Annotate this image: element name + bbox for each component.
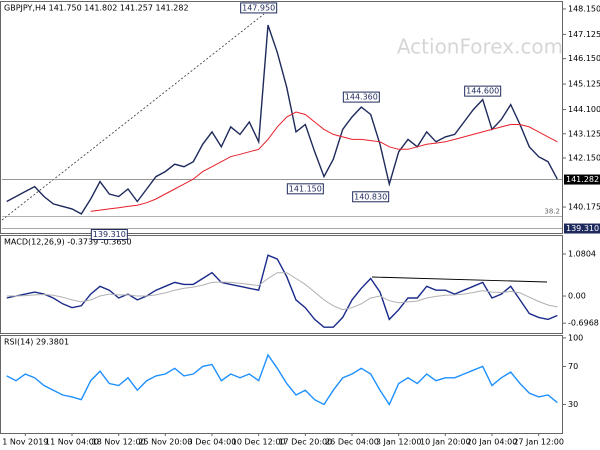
x-tick-label: 1 Nov 2019 (2, 438, 48, 447)
annotation-box (342, 91, 380, 103)
x-tick-label: 10 Dec 12:00 (232, 438, 286, 447)
rsi-title: RSI(14) 29.3801 (4, 338, 69, 347)
x-tick-label: 26 Dec 04:00 (325, 438, 379, 447)
annotation-box (352, 191, 390, 203)
series-line (6, 254, 558, 328)
price-panel (0, 1, 563, 234)
y-tick-label: 147.125 (568, 30, 600, 39)
level-label: 139.310 (566, 224, 599, 233)
y-tick-label: 148.150 (568, 4, 600, 13)
annotation-label: 144.360 (345, 93, 378, 102)
y-tick-label: 140.175 (568, 203, 600, 212)
annotation-box (286, 183, 324, 195)
y-tick-label: 143.125 (568, 129, 600, 138)
level-tag (564, 223, 600, 234)
y-tick-label: 145.125 (568, 80, 600, 89)
x-tick-label: 25 Nov 20:00 (138, 438, 192, 447)
series-line (6, 272, 558, 311)
y-tick-label: -0.6968 (568, 319, 599, 328)
annotation-label: 141.150 (289, 184, 322, 193)
y-tick-label: 142.150 (568, 153, 600, 162)
x-tick-label: 18 Nov 12:00 (92, 438, 146, 447)
y-tick-label: 30 (568, 400, 578, 409)
watermark: ActionForex.com (397, 35, 563, 59)
x-tick-label: 17 Dec 20:00 (278, 438, 332, 447)
x-tick-label: 10 Jan 20:00 (420, 438, 471, 447)
annotation-label: 147.950 (242, 3, 275, 12)
macd-title: MACD(12,26,9) -0.3739 -0.3650 (4, 238, 132, 247)
series-line (6, 24, 558, 215)
y-tick-label: 1.0804 (568, 249, 596, 258)
level-tag (564, 174, 600, 185)
x-tick-label: 3 Jan 12:00 (376, 438, 422, 447)
macd-trend-line (371, 276, 548, 283)
x-tick-label: 27 Jan 12:00 (513, 438, 564, 447)
series-line (90, 111, 558, 212)
y-tick-label: 70 (568, 362, 578, 371)
annotation-label: 144.600 (466, 87, 499, 96)
rsi-panel (0, 335, 563, 434)
y-tick-label: 146.150 (568, 54, 600, 63)
x-tick-label: 11 Nov 04:00 (45, 438, 99, 447)
fib-label: 38.2 (544, 207, 560, 215)
price-title: GBPJPY,H4 141.750 141.802 141.257 141.28… (4, 4, 189, 13)
x-tick-label: 3 Dec 04:00 (188, 438, 237, 447)
annotation-box (90, 229, 128, 241)
macd-panel (0, 235, 563, 334)
annotation-box (464, 85, 502, 97)
y-tick-label: 100 (568, 333, 583, 342)
trend-line (1, 13, 265, 221)
x-tick-label: 20 Jan 04:00 (467, 438, 518, 447)
series-line (6, 353, 558, 406)
annotation-label: 140.830 (354, 192, 387, 201)
y-tick-label: 0.00 (568, 292, 586, 301)
annotation-label: 139.310 (93, 230, 126, 239)
y-tick-label: 144.100 (568, 105, 600, 114)
level-label: 141.282 (566, 175, 599, 184)
annotation-box (240, 2, 278, 14)
